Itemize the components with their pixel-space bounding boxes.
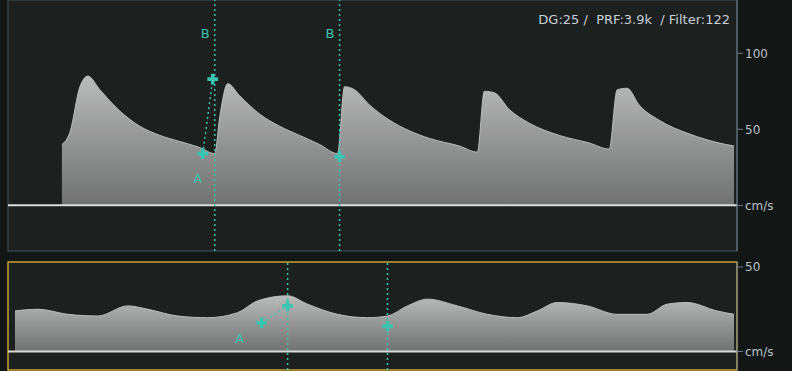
svg-text:50: 50 [745,123,760,137]
svg-text:B: B [326,26,335,41]
html-text:DG:25 / PRF:3.9k / Filter:122: DG:25 / PRF:3.9k / Filter:122 [538,12,730,27]
svg-text:50: 50 [745,260,760,274]
svg-text:cm/s: cm/s [745,345,774,359]
svg-text:100: 100 [745,47,768,61]
svg-text:cm/s: cm/s [745,199,774,213]
svg-text:A: A [193,171,202,186]
svg-text:A: A [235,331,244,346]
svg-text:B: B [201,26,210,41]
